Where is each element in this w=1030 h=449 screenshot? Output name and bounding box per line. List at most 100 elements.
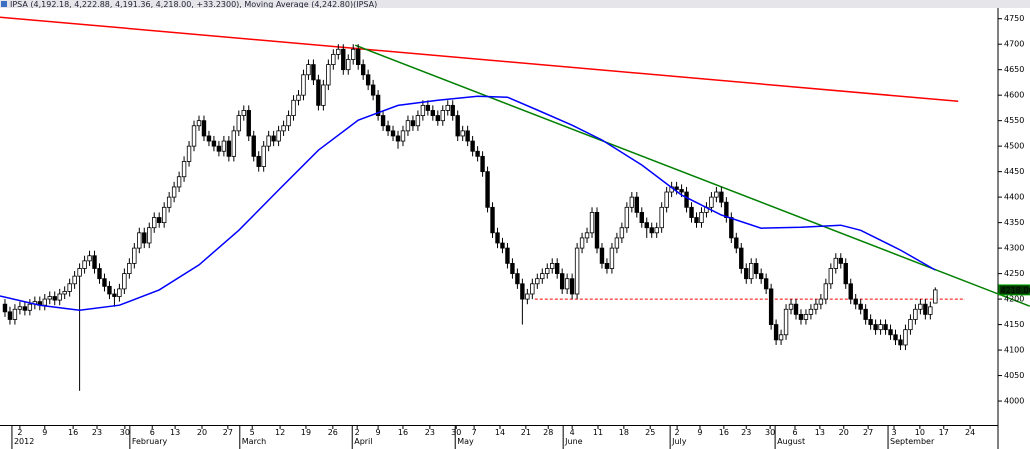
x-tick-label: 21 xyxy=(521,428,531,437)
candle-body xyxy=(739,247,744,269)
candle-body xyxy=(868,319,873,325)
candle-body xyxy=(783,308,789,336)
x-tick-label: 2 xyxy=(17,428,22,437)
candle-body xyxy=(480,155,485,173)
x-tick-label: 30 xyxy=(451,428,461,437)
candle-body xyxy=(768,288,774,325)
x-tick-label: 6 xyxy=(792,428,797,437)
candle-body xyxy=(878,324,883,331)
candle-body xyxy=(525,293,530,300)
candle-body xyxy=(818,298,824,305)
x-tick-label: 2 xyxy=(355,428,360,437)
candle-body xyxy=(788,303,794,310)
x-tick-label: 30 xyxy=(765,428,775,437)
x-tick-label: 23 xyxy=(92,428,102,437)
candle-body xyxy=(778,334,784,341)
trend-line xyxy=(354,44,1030,307)
candle-body xyxy=(773,324,779,341)
candle-body xyxy=(12,308,18,320)
x-tick-label: 16 xyxy=(398,428,408,437)
candle-body xyxy=(346,59,351,71)
candle-body xyxy=(72,275,77,285)
candle-body xyxy=(744,268,749,280)
candle-body xyxy=(569,278,575,295)
x-tick-label: 26 xyxy=(328,428,338,437)
candle-body xyxy=(858,303,863,310)
x-tick-label: 12 xyxy=(275,428,285,437)
candle-body xyxy=(102,278,107,287)
candle-body xyxy=(749,262,754,280)
candle-body xyxy=(594,212,600,249)
candle-body xyxy=(928,306,933,315)
x-tick-label: 3 xyxy=(891,428,896,437)
candle-body xyxy=(196,120,202,127)
candle-body xyxy=(918,303,923,310)
axes: 4000405041004150420042504300435044004450… xyxy=(11,14,1030,449)
candle-body xyxy=(450,104,455,116)
x-tick-label: 20 xyxy=(197,428,207,437)
x-tick-label: 5 xyxy=(250,428,255,437)
x-tick-label: 16 xyxy=(68,428,78,437)
month-label: September xyxy=(890,437,935,446)
x-tick-label: 10 xyxy=(915,428,925,437)
candle-body xyxy=(838,257,843,264)
candle-body xyxy=(57,293,62,301)
candle-body xyxy=(142,232,147,244)
candle-body xyxy=(584,232,590,239)
candle-body xyxy=(430,110,436,116)
candle-body xyxy=(445,104,450,111)
x-tick-label: 16 xyxy=(719,428,729,437)
candle-body xyxy=(609,247,615,269)
candle-body xyxy=(699,212,704,224)
candle-body xyxy=(848,283,853,300)
candle-body xyxy=(221,140,227,152)
candle-body xyxy=(798,313,804,320)
candle-body xyxy=(256,155,261,167)
candle-body xyxy=(137,232,142,249)
y-tick-label: 4350 xyxy=(1004,218,1024,227)
moving-average xyxy=(0,95,936,312)
candle-body xyxy=(689,206,694,218)
candle-body xyxy=(122,273,127,290)
y-tick-label: 4750 xyxy=(1004,14,1024,23)
candle-body xyxy=(694,217,699,224)
y-tick-label: 4700 xyxy=(1004,40,1024,49)
candle-body xyxy=(579,237,585,249)
candle-body xyxy=(639,212,644,224)
y-tick-label: 4650 xyxy=(1004,65,1024,74)
x-tick-label: 27 xyxy=(863,428,873,437)
candle-body xyxy=(550,262,555,269)
candle-body xyxy=(321,84,326,106)
y-tick-label: 4000 xyxy=(1004,397,1024,406)
x-tick-label: 20 xyxy=(839,428,849,437)
candle-body xyxy=(365,74,371,86)
candle-body xyxy=(843,262,848,285)
candle-body xyxy=(863,308,868,320)
x-tick-label: 9 xyxy=(42,428,47,437)
candle-body xyxy=(614,237,620,249)
month-label: March xyxy=(242,437,266,446)
candle-body xyxy=(331,53,336,65)
x-tick-label: 27 xyxy=(223,428,233,437)
candle-body xyxy=(754,262,759,274)
candle-body xyxy=(132,247,137,264)
candle-body xyxy=(62,291,67,295)
x-tick-label: 17 xyxy=(939,428,949,437)
candle-body xyxy=(17,306,23,310)
x-tick-label: 28 xyxy=(543,428,553,437)
candle-body xyxy=(470,140,475,152)
plot-area xyxy=(0,8,998,425)
header-icon xyxy=(1,1,7,7)
candle-body xyxy=(186,145,192,162)
candle-body xyxy=(360,64,366,76)
candle-body xyxy=(171,186,177,198)
month-label: 2012 xyxy=(14,437,34,446)
candle-body xyxy=(92,255,97,269)
candle-body xyxy=(933,289,938,304)
candle-body xyxy=(395,135,401,142)
month-label: May xyxy=(457,437,474,446)
candle-body xyxy=(311,64,316,81)
y-tick-label: 4050 xyxy=(1004,371,1024,380)
x-tick-label: 9 xyxy=(376,428,381,437)
